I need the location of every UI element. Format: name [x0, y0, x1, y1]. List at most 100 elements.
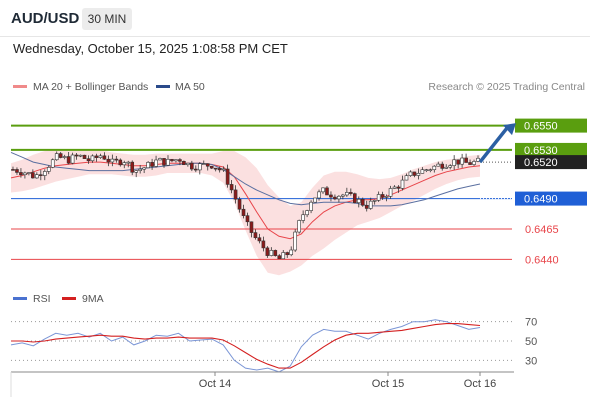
- candle-body: [225, 168, 230, 185]
- candle-body: [27, 172, 31, 174]
- candle-body: [62, 156, 67, 158]
- candle-body: [404, 175, 409, 181]
- candle-body: [257, 237, 262, 242]
- candle-body: [301, 214, 305, 221]
- candle-body: [364, 204, 369, 209]
- candle-body: [186, 162, 190, 166]
- candle-body: [35, 174, 39, 179]
- candle-body: [166, 158, 170, 166]
- level-label: 0.6440: [525, 254, 559, 266]
- level-label: 0.6530: [524, 145, 558, 157]
- candle-body: [368, 200, 373, 209]
- candle-body: [233, 189, 238, 200]
- candle-body: [384, 196, 389, 198]
- candle-body: [70, 154, 75, 164]
- price-panel: 0.6550 0.6530 0.6490 0.6465 0.6440 0.6520: [10, 118, 587, 276]
- candle-body: [337, 195, 341, 200]
- candle-body: [440, 163, 445, 169]
- candle-body: [464, 157, 468, 163]
- candle-body: [444, 166, 449, 169]
- candle-body: [205, 163, 210, 167]
- candle-body: [265, 247, 270, 256]
- rsi-panel: 70 50 30: [10, 317, 537, 373]
- candle-body: [456, 159, 460, 165]
- candle-body: [201, 163, 206, 165]
- candle-body: [376, 194, 381, 201]
- bollinger-band: [11, 149, 480, 276]
- symbol-title: AUD/USD: [11, 10, 80, 27]
- candle-body: [86, 158, 91, 162]
- candle-body: [408, 171, 413, 176]
- candle-body: [82, 154, 87, 159]
- datetime-label: Wednesday, October 15, 2025 1:08:58 PM C…: [13, 41, 288, 56]
- candle-body: [194, 168, 198, 171]
- candle-body: [420, 169, 425, 174]
- rsi-line: [10, 319, 481, 373]
- candle-body: [146, 162, 150, 169]
- time-tick-label: Oct 15: [372, 378, 404, 390]
- candle-body: [261, 240, 266, 249]
- forecast-arrow-shaft: [478, 126, 509, 164]
- candle-body: [102, 155, 107, 160]
- rsi-tick-label: 30: [525, 355, 537, 367]
- candle-body: [150, 162, 154, 167]
- level-tag: [515, 142, 587, 157]
- candle-body: [11, 169, 15, 171]
- candle-body: [74, 154, 79, 157]
- candle-body: [114, 158, 119, 161]
- candle-body: [46, 167, 51, 172]
- timeframe-button[interactable]: 30 MIN: [82, 8, 132, 30]
- candle-body: [197, 163, 202, 171]
- candle-body: [142, 167, 146, 170]
- candle-body: [122, 162, 127, 166]
- ma50-line: [10, 151, 481, 207]
- candle-body: [245, 215, 250, 223]
- level-label: 0.6490: [524, 194, 558, 206]
- candle-body: [289, 249, 294, 256]
- rsi-tick-label: 70: [525, 317, 537, 329]
- candle-body: [130, 161, 135, 173]
- candle-body: [229, 184, 234, 191]
- candle-body: [98, 155, 103, 158]
- candle-body: [237, 198, 242, 210]
- research-credit: Research © 2025 Trading Central: [428, 81, 585, 93]
- candle-body: [428, 169, 433, 172]
- candle-body: [380, 194, 385, 198]
- candle-body: [249, 221, 254, 233]
- rsi-legend-swatch: [13, 297, 27, 300]
- candle-body: [273, 250, 278, 256]
- candle-body: [325, 187, 329, 196]
- candle-body: [209, 165, 214, 169]
- ma20-line: [10, 161, 481, 240]
- candle-body: [356, 198, 361, 203]
- ma50-legend-label: MA 50: [175, 81, 205, 93]
- candle-body: [213, 167, 218, 170]
- candle-body: [42, 171, 47, 176]
- candle-body: [424, 169, 429, 172]
- candle-body: [432, 165, 437, 171]
- candle-body: [349, 192, 353, 194]
- candle-body: [333, 196, 337, 200]
- candle-body: [50, 159, 55, 168]
- rsi-tick-label: 50: [525, 336, 537, 348]
- candle-body: [341, 194, 345, 197]
- candle-body: [412, 171, 417, 176]
- candle-body: [154, 159, 158, 167]
- candle-body: [118, 159, 123, 166]
- candle-body: [126, 161, 131, 164]
- candle-body: [392, 186, 397, 189]
- candle-body: [174, 159, 178, 162]
- time-axis: Oct 14 Oct 15 Oct 16: [10, 371, 514, 397]
- candle-body: [360, 198, 365, 206]
- candle-body: [110, 158, 115, 163]
- candle-body: [138, 168, 142, 171]
- candle-body: [78, 154, 83, 157]
- candle-body: [134, 170, 139, 173]
- candle-body: [182, 160, 186, 166]
- candle-body: [190, 162, 194, 170]
- chart-header: AUD/USD 30 MIN: [0, 0, 590, 37]
- candle-body: [178, 159, 182, 162]
- candle-body: [476, 157, 480, 162]
